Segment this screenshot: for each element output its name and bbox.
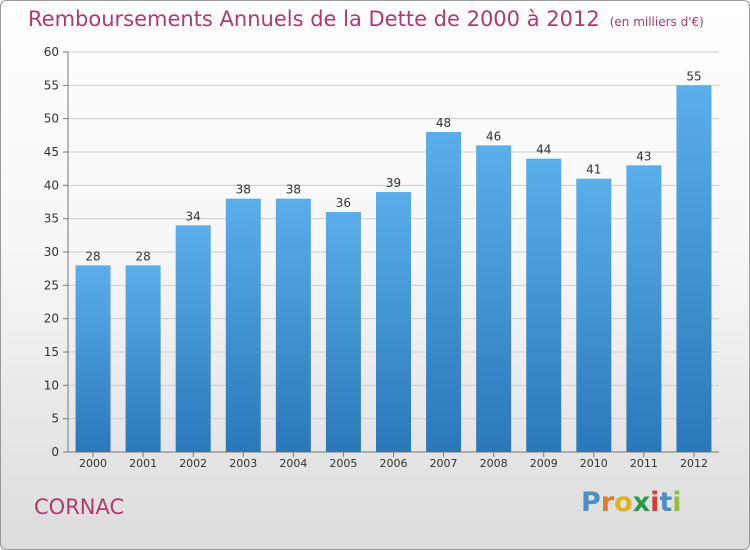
bar-2008 [476, 145, 512, 453]
data-label: 43 [636, 149, 651, 163]
logo-letter: t [659, 487, 673, 518]
x-tick-label: 2002 [179, 457, 207, 470]
data-label: 39 [386, 176, 401, 190]
data-label: 46 [486, 129, 501, 143]
data-label: 28 [85, 249, 100, 263]
y-tick-label: 25 [44, 278, 59, 292]
city-name: CORNAC [34, 495, 125, 519]
bar-2007 [426, 132, 462, 452]
data-label: 48 [436, 116, 451, 130]
data-label: 28 [135, 249, 150, 263]
data-label: 36 [336, 196, 351, 210]
logo-letter: P [581, 487, 601, 518]
bars [75, 85, 712, 453]
bar-2012 [676, 85, 712, 452]
x-tick-label: 2004 [279, 457, 307, 470]
x-tick-label: 2011 [630, 457, 658, 470]
bar-2005 [325, 212, 361, 452]
y-tick-label: 60 [44, 45, 59, 59]
y-tick-label: 20 [44, 312, 59, 326]
x-tick-label: 2009 [530, 457, 558, 470]
bar-2009 [526, 158, 562, 452]
y-tick-label: 35 [44, 212, 59, 226]
bar-2006 [376, 192, 411, 452]
proxiti-logo[interactable]: Proxiti [581, 487, 682, 518]
x-tick-label: 2006 [380, 457, 408, 470]
logo-letter: i [650, 487, 660, 518]
y-tick-label: 5 [51, 412, 59, 426]
logo-letter: x [632, 487, 651, 518]
bar-2004 [275, 198, 311, 452]
x-tick-label: 2012 [680, 457, 708, 470]
data-label: 34 [186, 209, 201, 223]
x-tick-label: 2007 [430, 457, 458, 470]
data-label: 41 [586, 163, 601, 177]
y-tick-label: 0 [51, 445, 59, 459]
x-tick-label: 2008 [480, 457, 508, 470]
y-tick-label: 40 [44, 178, 59, 192]
x-tick-label: 2003 [229, 457, 257, 470]
x-tick-label: 2000 [79, 457, 107, 470]
y-tick-label: 50 [44, 112, 59, 126]
y-tick-label: 30 [44, 245, 59, 259]
x-tick-label: 2001 [129, 457, 157, 470]
y-tick-label: 45 [44, 145, 59, 159]
chart-title: Remboursements Annuels de la Dette de 20… [28, 7, 704, 31]
bar-2001 [125, 265, 161, 452]
title-text: Remboursements Annuels de la Dette de 20… [28, 7, 600, 31]
labels: 0 5 10 15 20 25 30 35 40 45 50 55 60 28 2000 28 2001 34 20… [44, 45, 708, 470]
y-tick-label: 10 [44, 378, 59, 392]
data-label: 38 [236, 183, 251, 197]
bar-2000 [75, 265, 111, 452]
bar-2011 [626, 165, 662, 453]
chart-subtitle: (en milliers d'€) [609, 15, 704, 29]
data-label: 44 [536, 143, 551, 157]
logo-letter: r [600, 487, 615, 518]
bar-2010 [576, 178, 612, 452]
x-tick-label: 2005 [329, 457, 357, 470]
bar-2002 [175, 225, 211, 452]
data-label: 55 [686, 69, 701, 83]
y-tick-label: 15 [44, 345, 59, 359]
logo-letter: i [672, 487, 682, 518]
bar-2003 [225, 198, 261, 452]
data-label: 38 [286, 183, 301, 197]
x-tick-label: 2010 [580, 457, 608, 470]
y-tick-label: 55 [44, 78, 59, 92]
logo-letter: o [614, 487, 633, 518]
